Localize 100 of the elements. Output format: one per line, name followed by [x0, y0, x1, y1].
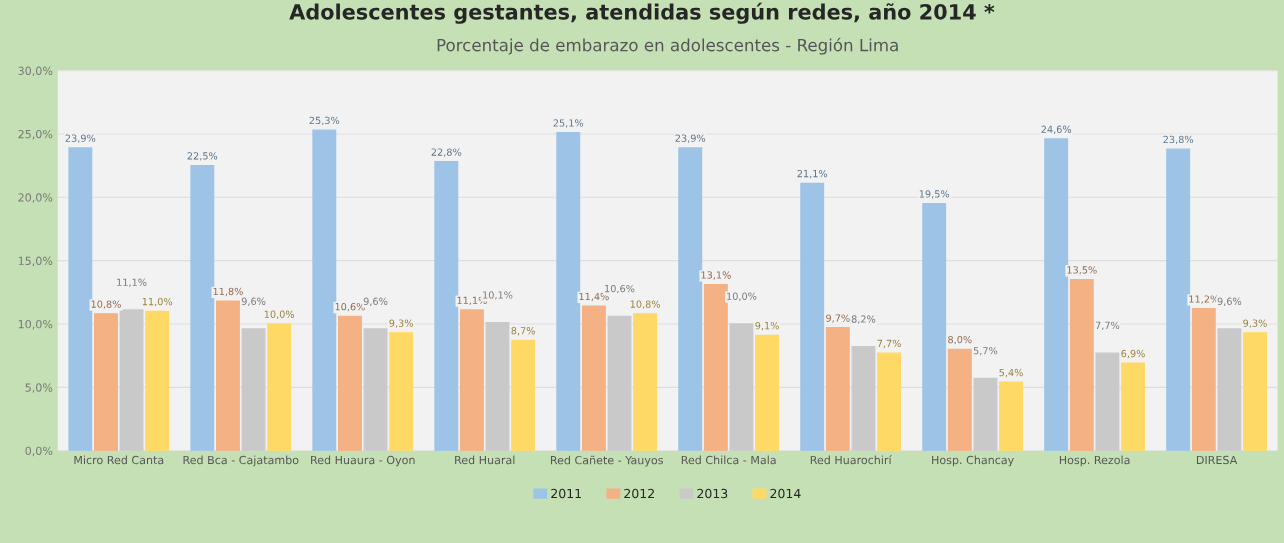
- chart-title: Adolescentes gestantes, atendidas según redes, año 2014 *: [289, 2, 995, 24]
- bar: [119, 309, 144, 451]
- data-label: 10,8%: [630, 300, 661, 309]
- data-label: 8,7%: [511, 327, 535, 336]
- bar: [1191, 308, 1216, 451]
- bar: [241, 328, 266, 451]
- legend-label: 2014: [770, 488, 801, 499]
- y-tick-label: 30,0%: [18, 66, 53, 77]
- bar: [1243, 332, 1267, 451]
- data-label: 9,1%: [755, 321, 779, 331]
- bar: [999, 381, 1024, 451]
- x-tick-label: Micro Red Canta: [74, 455, 164, 465]
- bar: [607, 315, 632, 451]
- bar: [1166, 148, 1191, 451]
- data-label: 25,3%: [309, 116, 340, 126]
- x-tick-label: Red Chilca - Mala: [681, 455, 776, 465]
- legend-label: 2012: [624, 488, 654, 499]
- data-label: 19,5%: [919, 190, 950, 199]
- x-tick-label: Red Huarochirí: [810, 455, 892, 465]
- data-label: 9,7%: [826, 314, 850, 323]
- data-label: 10,8%: [91, 300, 121, 309]
- bar: [973, 377, 998, 451]
- bar: [581, 305, 606, 451]
- data-label: 6,9%: [1121, 349, 1145, 359]
- y-tick-label: 10,0%: [18, 319, 53, 330]
- bar: [678, 147, 703, 451]
- y-tick-label: 20,0%: [18, 193, 53, 203]
- data-label: 21,1%: [797, 169, 828, 179]
- bar: [363, 328, 388, 451]
- data-label: 11,4%: [579, 292, 609, 302]
- bar: [459, 309, 484, 451]
- bar: [800, 182, 825, 451]
- data-label: 10,0%: [727, 292, 757, 301]
- data-label: 11,1%: [117, 278, 147, 287]
- bar: [877, 352, 902, 451]
- data-label: 23,8%: [1163, 135, 1194, 145]
- bar: [190, 164, 215, 451]
- y-tick-label: 25,0%: [18, 129, 53, 140]
- data-label: 22,8%: [431, 148, 462, 157]
- bar: [947, 348, 972, 451]
- bar: [1095, 352, 1120, 451]
- data-label: 7,7%: [877, 339, 901, 349]
- data-label: 9,6%: [1217, 297, 1242, 306]
- data-label: 10,6%: [605, 284, 635, 294]
- chart-subtitle: Porcentaje de embarazo en adolescentes - Región Lima: [437, 37, 898, 55]
- x-tick-label: Red Huaura - Oyon: [311, 455, 415, 467]
- data-label: 22,5%: [187, 152, 218, 161]
- data-label: 13,5%: [1067, 266, 1097, 275]
- x-tick-label: Red Bca - Cajatambo: [183, 455, 299, 467]
- x-tick-label: Red Cañete - Yauyos: [550, 455, 663, 467]
- bar: [755, 334, 780, 451]
- bar: [851, 346, 876, 451]
- data-label: 23,9%: [675, 134, 706, 143]
- y-tick-label: 15,0%: [18, 256, 53, 267]
- data-label: 11,0%: [142, 297, 173, 307]
- bar: [511, 339, 536, 451]
- bar: [145, 310, 170, 451]
- data-label: 11,8%: [213, 287, 243, 297]
- bar: [267, 323, 292, 451]
- y-tick-label: 0,0%: [25, 446, 53, 457]
- x-tick-label: Hosp. Rezola: [1059, 455, 1130, 467]
- bar: [434, 161, 459, 451]
- data-label: 7,7%: [1095, 321, 1120, 331]
- x-tick-label: Red Huaral: [455, 455, 515, 465]
- bar: [93, 313, 118, 451]
- bar: [312, 129, 337, 451]
- data-label: 10,0%: [264, 310, 295, 319]
- bar: [729, 323, 754, 451]
- data-label: 9,3%: [389, 319, 413, 328]
- x-tick-label: Hosp. Chancay: [932, 455, 1014, 467]
- bar: [922, 202, 947, 451]
- data-label: 25,1%: [553, 119, 584, 128]
- data-label: 9,6%: [363, 297, 388, 306]
- bar: [68, 147, 93, 451]
- y-tick-label: 5,0%: [25, 383, 53, 393]
- bar: [825, 327, 850, 451]
- bar: [633, 313, 658, 451]
- bar: [215, 300, 240, 451]
- data-label: 10,6%: [335, 302, 365, 312]
- bar: [1217, 328, 1242, 451]
- bar: [485, 322, 510, 451]
- data-label: 8,0%: [948, 335, 972, 345]
- data-label: 24,6%: [1041, 125, 1072, 134]
- legend-label: 2011: [551, 488, 581, 499]
- bar: [337, 315, 362, 451]
- data-label: 9,3%: [1243, 319, 1267, 328]
- bar: [1069, 278, 1094, 451]
- data-label: 9,6%: [241, 297, 266, 306]
- legend-label: 2013: [697, 488, 728, 499]
- data-label: 8,2%: [851, 315, 876, 324]
- bar: [556, 131, 581, 451]
- bar: [389, 332, 414, 451]
- data-label: 5,4%: [999, 368, 1023, 378]
- data-label: 13,1%: [701, 271, 731, 280]
- bar: [703, 284, 728, 451]
- data-label: 5,7%: [973, 347, 998, 356]
- bar: [1121, 362, 1145, 451]
- bar: [1044, 138, 1069, 451]
- x-tick-label: DIRESA: [1196, 455, 1238, 465]
- data-label: 23,9%: [65, 134, 96, 143]
